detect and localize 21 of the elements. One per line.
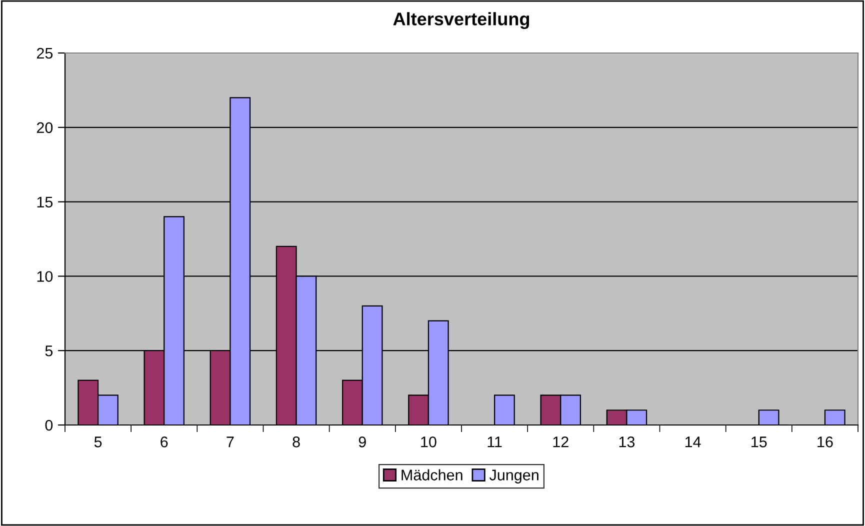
x-tick-label: 11: [488, 436, 502, 448]
x-tick-label: 10: [421, 436, 436, 448]
x-tick-label: 15: [752, 436, 767, 448]
x-tick-label: 14: [685, 436, 701, 448]
x-tick-label: 5: [94, 436, 102, 448]
y-tick-label: 15: [37, 196, 53, 208]
x-tick-label: 16: [818, 436, 833, 448]
y-tick-label: 0: [45, 420, 53, 431]
x-tick-label: 12: [553, 436, 568, 448]
y-tick-label: 5: [45, 346, 53, 356]
x-tick-label: 13: [619, 436, 635, 448]
x-tick-label: 7: [226, 436, 234, 448]
y-tick-label: 20: [36, 122, 53, 134]
y-tick-label: 10: [37, 271, 53, 282]
x-tick-label: 6: [160, 436, 168, 448]
x-tick-label: 8: [292, 436, 300, 448]
x-tick-label: 9: [358, 436, 366, 448]
legend-label: Jungen: [489, 470, 538, 484]
chart-title: Altersverteilung: [393, 12, 530, 30]
y-tick-label: 25: [36, 48, 53, 59]
legend-label: Mädchen: [402, 469, 462, 480]
